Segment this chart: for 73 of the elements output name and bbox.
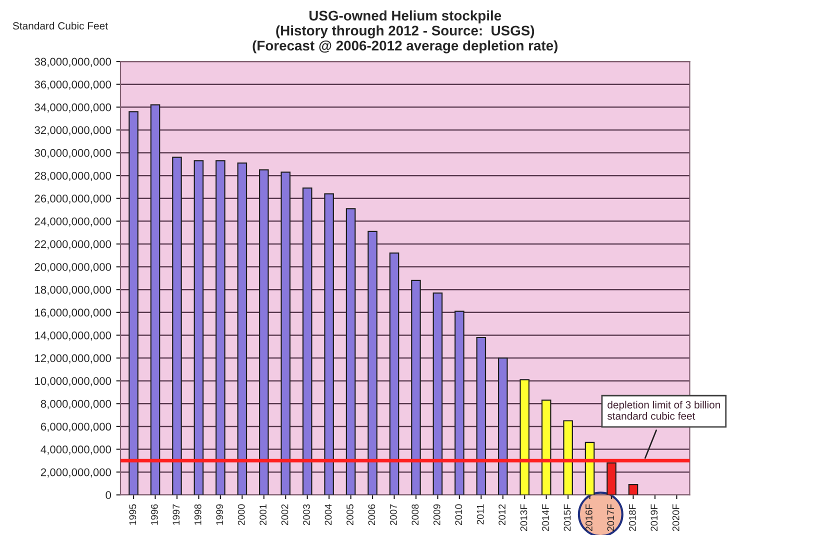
bar — [324, 193, 334, 495]
y-tick-label: 14,000,000,000 — [35, 331, 112, 341]
x-tick-label: 1995 — [129, 504, 136, 525]
bar — [628, 484, 638, 495]
y-tick-label: 26,000,000,000 — [34, 194, 112, 204]
y-tick-label: 28,000,000,000 — [34, 172, 112, 182]
y-tick-label: 6,000,000,000 — [40, 422, 112, 432]
y-tick-label: 38,000,000,000 — [34, 58, 112, 67]
y-tick-label: 16,000,000,000 — [35, 308, 112, 318]
bar — [302, 188, 312, 495]
y-tick-label: 4,000,000,000 — [40, 446, 112, 455]
y-tick-label: 34,000,000,000 — [34, 103, 112, 113]
bar — [411, 280, 421, 495]
x-tick-label: 2019F — [650, 504, 658, 531]
bar — [584, 442, 595, 495]
y-tick-label: 36,000,000,000 — [34, 80, 112, 90]
y-tick-label: 10,000,000,000 — [35, 377, 112, 386]
x-tick-label: 2000 — [238, 504, 245, 526]
chart-title: USG-owned Helium stockpile (History through 2012 - Source: USGS) (Forecast @ 2006-2012 average depletion rate) — [252, 10, 558, 54]
x-tick-label: 2013F — [520, 504, 528, 531]
x-tick-label: 2007 — [390, 504, 397, 526]
x-tick-label: 2004 — [324, 504, 332, 526]
x-tick-label: 2008 — [412, 504, 419, 526]
bar — [172, 156, 182, 495]
x-tick-label: 2011 — [476, 504, 484, 524]
x-tick-label: 2015F — [564, 504, 571, 531]
x-tick-label: 1998 — [194, 504, 202, 525]
bar — [389, 252, 400, 495]
y-tick-label: 24,000,000,000 — [34, 217, 112, 227]
y-tick-label: 32,000,000,000 — [34, 126, 112, 136]
y-tick-label: 22,000,000,000 — [34, 240, 112, 250]
y-tick-label: 18,000,000,000 — [35, 286, 112, 296]
x-tick-label: 2018F — [628, 504, 636, 531]
bar — [237, 162, 248, 495]
bar — [498, 357, 508, 495]
x-tick-label: 1996 — [150, 504, 158, 525]
x-tick-label: 2016F — [586, 504, 592, 531]
x-tick-label: 2009 — [433, 504, 440, 526]
bar — [194, 160, 204, 495]
bar — [216, 160, 226, 495]
x-tick-label: 1997 — [172, 504, 180, 525]
x-tick-label: 2003 — [303, 504, 310, 526]
bar — [432, 292, 443, 495]
bar — [520, 379, 530, 495]
y-axis-title: Standard Cubic Feet — [12, 22, 108, 30]
x-tick-label: 2014F — [542, 504, 549, 531]
bar — [258, 169, 269, 495]
x-tick-label: 2012 — [498, 504, 506, 526]
y-tick-label: 8,000,000,000 — [40, 400, 112, 410]
x-tick-label: 2001 — [260, 504, 266, 526]
x-tick-label: 2006 — [368, 504, 376, 526]
x-tick-label: 2005 — [346, 504, 354, 526]
y-tick-label: 12,000,000,000 — [35, 354, 112, 364]
bar — [606, 462, 616, 495]
bar — [346, 208, 356, 495]
ref-line-label: depletion limit of 3 billion standard cubic feet — [607, 400, 720, 420]
bar — [150, 104, 160, 495]
bar — [280, 172, 291, 495]
y-tick-label: 20,000,000,000 — [34, 263, 112, 272]
bar — [128, 111, 138, 495]
y-tick-label: 2,000,000,000 — [40, 468, 112, 478]
bar — [476, 336, 486, 495]
bar — [368, 230, 378, 495]
bar — [541, 400, 552, 495]
x-tick-label: 1999 — [216, 504, 224, 525]
y-tick-label: 0 — [106, 491, 112, 500]
x-tick-label: 2002 — [281, 504, 288, 526]
y-tick-label: 30,000,000,000 — [34, 149, 112, 158]
x-tick-label: 2010 — [455, 504, 462, 526]
bar — [563, 420, 573, 495]
x-tick-label: 2020F — [672, 504, 680, 531]
x-tick-label: 2017F — [607, 504, 614, 531]
bar — [454, 310, 464, 495]
